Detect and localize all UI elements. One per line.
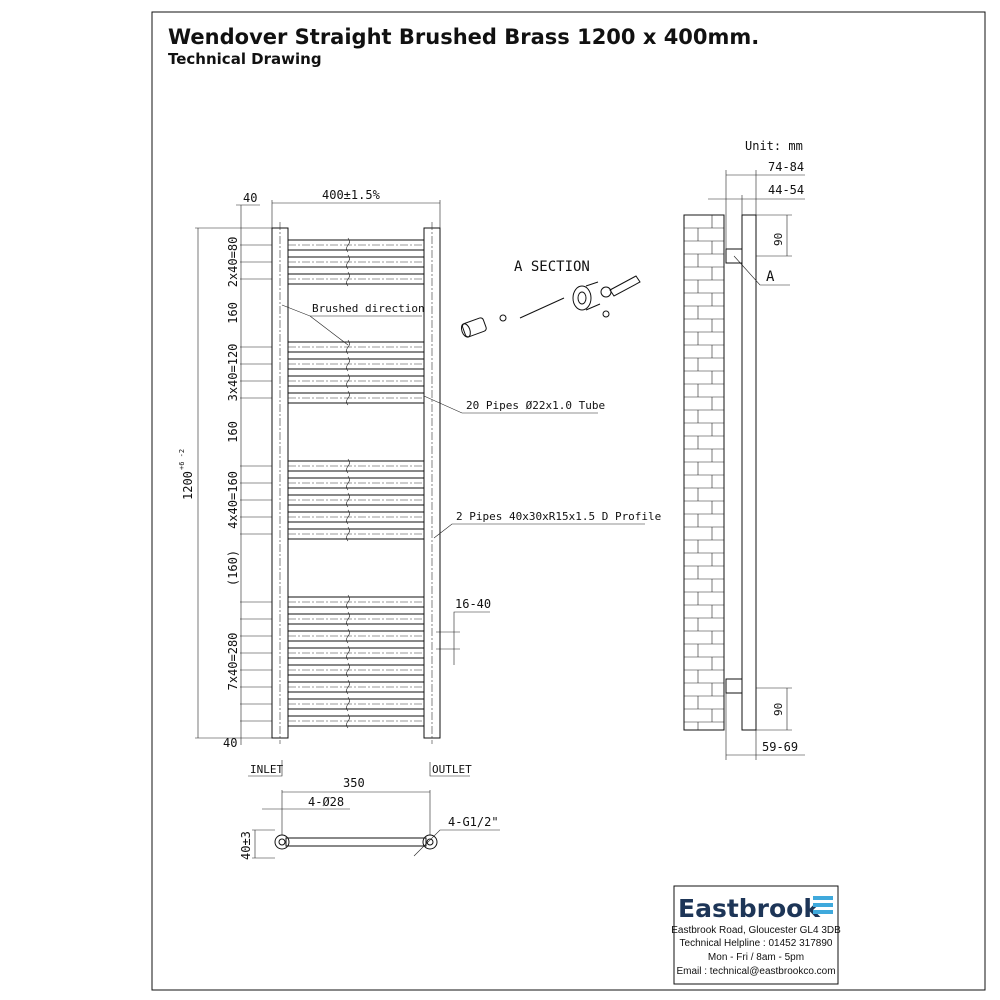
brush-mark: [346, 254, 350, 270]
brush-mark: [346, 237, 350, 253]
brush-mark: [346, 492, 350, 508]
profile-label: 2 Pipes 40x30xR15x1.5 D Profile: [456, 510, 661, 523]
contact-box: Eastbrook Eastbrook Road, Gloucester GL4…: [671, 885, 841, 985]
brush-mark: [346, 679, 350, 695]
pipes: [240, 237, 425, 729]
brush-mark: [346, 475, 350, 491]
brush-mark: [346, 628, 350, 644]
brush-mark: [346, 373, 350, 389]
email[interactable]: Email : technical@eastbrookco.com: [676, 966, 835, 977]
brush-mark: [346, 458, 350, 474]
page-title: Wendover Straight Brushed Brass 1200 x 4…: [168, 25, 759, 49]
inner-depth-dim: 44-54: [768, 183, 804, 197]
range-label: 16-40: [455, 597, 491, 611]
hours: Mon - Fri / 8am - 5pm: [708, 952, 804, 963]
grub-screw: [602, 310, 610, 318]
group-dimension-label: 7x40=280: [226, 633, 240, 691]
bottom-view: INLET OUTLET 350 4-Ø28 4-G1/2" 40±3: [239, 760, 500, 860]
helpline: Technical Helpline : 01452 317890: [680, 938, 833, 949]
section-marker: A: [766, 269, 775, 285]
bottom-depth-dim: 59-69: [762, 740, 798, 754]
side-rail: [741, 214, 757, 731]
bracket-cap: [460, 317, 487, 338]
small-screw: [499, 314, 507, 322]
brush-mark: [346, 509, 350, 525]
brush-mark: [346, 611, 350, 627]
bottom-offset-dim: 40: [223, 736, 237, 750]
group-dimensions: 2x40=80 160 3x40=120 160 4x40=160 (160) 7x40=2…: [226, 237, 240, 691]
group-dimension-label: 4x40=160: [226, 471, 240, 529]
page-subtitle: Technical Drawing: [168, 50, 322, 68]
group-dimension-label: 160: [226, 421, 240, 443]
top-bracket: [725, 248, 743, 264]
depth-dim: 40±3: [239, 831, 253, 860]
group-dimension-label: (160): [226, 550, 240, 586]
pipes-label: 20 Pipes Ø22x1.0 Tube: [466, 399, 605, 412]
unit-label: Unit: mm: [745, 139, 803, 153]
brush-mark: [346, 594, 350, 610]
drawing-frame: [151, 11, 986, 991]
brick-wall: [683, 214, 725, 731]
top-offset-dim: 40: [243, 191, 257, 205]
a-section-detail: A SECTION: [460, 259, 641, 338]
outlet-label: OUTLET: [432, 763, 472, 776]
top-bracket-dim: 90: [772, 233, 785, 246]
outlet-valve: [422, 834, 438, 850]
bottom-pipe: [285, 837, 427, 847]
centres-dim: 350: [343, 776, 365, 790]
bottom-bracket: [725, 678, 743, 694]
brush-mark: [346, 645, 350, 661]
brand-logo: Eastbrook: [678, 894, 821, 923]
brush-mark: [346, 713, 350, 729]
wall-plug: [600, 275, 641, 298]
front-view: 400±1.5% 40 40 1200 +6 -2 2x40=80 160 3x40…: [178, 188, 661, 750]
brush-mark: [346, 356, 350, 372]
address: Eastbrook Road, Gloucester GL4 3DB: [671, 925, 841, 936]
bracket-ring: [572, 281, 601, 311]
height-tolerance: +6 -2: [178, 449, 186, 470]
screw: [519, 297, 565, 319]
bottom-bracket-dim: 90: [772, 703, 785, 716]
brushed-direction-label: Brushed direction: [312, 302, 425, 315]
group-dimension-label: 2x40=80: [226, 237, 240, 288]
outer-depth-dim: 74-84: [768, 160, 804, 174]
inlet-label: INLET: [250, 763, 283, 776]
brush-mark: [346, 662, 350, 678]
brush-mark: [346, 526, 350, 542]
inlet-valve: [274, 834, 290, 850]
brush-mark: [346, 339, 350, 355]
waves-icon: [813, 896, 833, 914]
group-dimension-label: 3x40=120: [226, 344, 240, 402]
side-view: Unit: mm 74-84 44-54 90 A 90 59-69: [683, 139, 805, 760]
height-dimension: 1200: [181, 471, 195, 500]
brush-mark: [346, 696, 350, 712]
brush-mark: [346, 271, 350, 287]
width-dimension: 400±1.5%: [322, 188, 381, 202]
brush-mark: [346, 390, 350, 406]
thread-label: 4-G1/2": [448, 815, 499, 829]
diameter-dim: 4-Ø28: [308, 795, 344, 809]
section-label: A SECTION: [514, 259, 590, 275]
group-dimension-label: 160: [226, 302, 240, 324]
